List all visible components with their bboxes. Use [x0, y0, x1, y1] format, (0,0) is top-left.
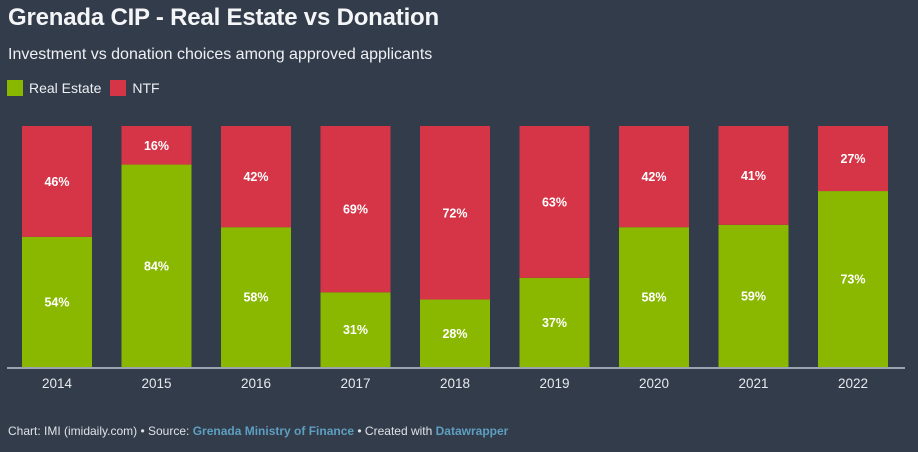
data-label-real-estate-2015: 84% — [144, 259, 169, 273]
data-label-real-estate-2016: 58% — [243, 291, 268, 305]
data-label-real-estate-2014: 54% — [44, 295, 69, 309]
bar-real-estate-2015 — [121, 164, 192, 367]
data-label-real-estate-2020: 58% — [641, 291, 666, 305]
bar-ntf-2015 — [121, 126, 192, 165]
x-tick-label-2021: 2021 — [738, 376, 768, 391]
x-tick-label-2022: 2022 — [838, 376, 868, 391]
x-tick-label-2017: 2017 — [340, 376, 370, 391]
data-label-ntf-2019: 63% — [542, 195, 567, 209]
data-label-ntf-2018: 72% — [442, 206, 467, 220]
datawrapper-link[interactable]: Datawrapper — [435, 424, 509, 438]
data-label-ntf-2017: 69% — [343, 203, 368, 217]
bar-ntf-2019 — [519, 126, 590, 278]
bar-real-estate-2018 — [420, 299, 490, 367]
x-tick-label-2018: 2018 — [440, 376, 470, 391]
legend-item-real-estate: Real Estate — [7, 80, 101, 96]
x-tick-label-2014: 2014 — [42, 376, 73, 391]
data-label-ntf-2015: 16% — [144, 139, 169, 153]
bar-ntf-2021 — [718, 126, 789, 225]
bar-ntf-2018 — [420, 126, 490, 300]
x-tick-label-2020: 2020 — [639, 376, 669, 391]
data-label-real-estate-2017: 31% — [343, 323, 368, 337]
footer-created: • Created with — [354, 424, 436, 438]
bar-ntf-2016 — [221, 126, 291, 228]
bar-ntf-2020 — [619, 126, 689, 228]
data-label-ntf-2022: 27% — [840, 152, 865, 166]
data-label-real-estate-2019: 37% — [542, 316, 567, 330]
bar-ntf-2022 — [818, 126, 888, 192]
data-label-real-estate-2018: 28% — [442, 327, 467, 341]
data-label-ntf-2016: 42% — [243, 170, 268, 184]
bar-real-estate-2017 — [320, 292, 391, 367]
bar-real-estate-2022 — [818, 191, 888, 367]
data-label-ntf-2014: 46% — [44, 175, 69, 189]
data-label-ntf-2020: 42% — [641, 170, 666, 184]
data-label-real-estate-2022: 73% — [840, 273, 865, 287]
bar-real-estate-2016 — [221, 227, 291, 367]
legend-label-ntf: NTF — [132, 80, 160, 96]
bar-ntf-2017 — [320, 126, 391, 293]
x-tick-label-2016: 2016 — [241, 376, 271, 391]
source-link[interactable]: Grenada Ministry of Finance — [192, 424, 355, 438]
chart-title: Grenada CIP - Real Estate vs Donation — [8, 4, 439, 31]
bar-real-estate-2020 — [619, 227, 689, 367]
legend-label-real-estate: Real Estate — [29, 80, 102, 96]
chart-subtitle: Investment vs donation choices among app… — [8, 46, 433, 63]
bar-real-estate-2014 — [22, 236, 92, 367]
bar-real-estate-2019 — [519, 277, 590, 367]
legend-swatch-real-estate — [7, 80, 23, 96]
bar-ntf-2014 — [22, 126, 92, 237]
data-label-ntf-2021: 41% — [741, 169, 766, 183]
x-tick-label-2015: 2015 — [141, 376, 171, 391]
bar-real-estate-2021 — [718, 224, 789, 367]
legend-item-ntf: NTF — [110, 80, 160, 96]
stacked-bar-chart: 54% 46% 2014 84% 16% 2015 58% 42% 2016 31% 69% 2017… — [7, 126, 905, 391]
x-tick-label-2019: 2019 — [539, 376, 569, 391]
legend-swatch-ntf — [110, 80, 127, 96]
chart-footer: Chart: IMI (imidaily.com) • Source: Gren… — [8, 424, 508, 438]
footer-credit: Chart: IMI (imidaily.com) • Source: — [8, 424, 193, 438]
legend: Real Estate NTF — [7, 80, 169, 96]
data-label-real-estate-2021: 59% — [741, 289, 766, 303]
